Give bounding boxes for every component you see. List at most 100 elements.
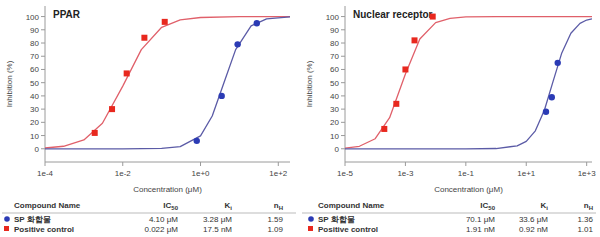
data-point [549,94,555,100]
table-cell: 1.91 nM [466,225,495,234]
table-cell: 70.1 μM [466,215,495,224]
compound-name: Positive control [14,225,74,234]
header-subscript: 50 [488,205,495,211]
table-cell: 33.6 μM [519,215,548,224]
chart: 01020304050607080901001e-41e-21e+01e+2In… [2,6,296,234]
x-tick [345,162,346,166]
y-tick [41,135,45,136]
figure: 01020304050607080901001e-41e-21e+01e+2In… [0,0,600,237]
fit-curve [45,17,290,149]
table-cell: 0.92 nM [519,225,548,234]
data-point [543,109,549,115]
x-tick-label: 1e-4 [37,169,54,178]
y-tick-label: 100 [326,13,340,22]
table-header: nH [584,201,593,211]
y-tick-label: 0 [35,145,40,154]
x-axis [45,162,290,163]
y-tick [41,16,45,17]
compound-name: Positive control [318,225,378,234]
data-point [393,101,399,107]
legend-marker [308,216,314,222]
y-tick-label: 80 [330,39,339,48]
x-tick-label: 1e-5 [337,169,354,178]
y-tick [341,29,345,30]
data-point [162,19,168,25]
x-tick [200,162,201,166]
x-axis-label: Concentration (μM) [133,185,202,194]
legend-marker [4,216,10,222]
fit-curve [345,17,592,149]
y-tick [341,109,345,110]
y-tick [41,29,45,30]
table-header: IC50 [163,201,178,211]
table-header: Compound Name [318,201,385,210]
table-header: Compound Name [14,201,81,210]
y-tick-label: 60 [30,65,39,74]
y-axis-label: Inhibition (%) [305,60,314,107]
plot-area [345,14,592,149]
y-tick-label: 40 [30,92,39,101]
header-subscript: H [279,205,283,211]
y-tick-label: 80 [30,39,39,48]
fit-curve [345,19,592,149]
x-tick [465,162,466,166]
table-cell: 1.36 [577,215,593,224]
y-tick-label: 70 [30,52,39,61]
y-tick [341,43,345,44]
header-subscript: i [546,205,548,211]
fit-curve [45,17,290,148]
compound-name: SP 화합물 [14,215,51,224]
x-tick [526,162,527,166]
x-tick [405,162,406,166]
plot-area [45,17,290,149]
y-tick-label: 70 [330,52,339,61]
data-point [402,66,408,72]
table-cell: 3.28 μM [203,215,232,224]
x-tick-label: 1e+1 [517,169,536,178]
chart-title: Nuclear receptor [353,9,433,20]
header-subscript: i [230,205,232,211]
y-tick [341,56,345,57]
table-cell: 4.10 μM [149,215,178,224]
table-cell: 1.59 [267,215,283,224]
y-tick-label: 90 [330,26,339,35]
data-point [234,41,240,47]
chart: 01020304050607080901001e-51e-31e-11e+11e… [302,6,596,234]
y-tick-label: 60 [330,65,339,74]
x-tick-label: 1e-1 [458,169,475,178]
result-table: Compound NameIC50KinHSP 화합물70.1 μM33.6 μ… [302,201,596,234]
table-cell: 0.022 μM [144,225,178,234]
table-cell: 17.5 nM [203,225,232,234]
y-tick-label: 50 [30,79,39,88]
y-tick [41,122,45,123]
y-tick [41,82,45,83]
y-tick [341,82,345,83]
table-cell: 1.01 [577,225,593,234]
legend-marker [308,226,313,231]
x-tick-label: 1e-3 [397,169,414,178]
data-point [254,20,260,26]
x-tick-label: 1e+0 [192,169,211,178]
data-point [430,14,436,20]
y-tick-label: 20 [30,118,39,127]
result-table: Compound NameIC50KinHSP 화합물4.10 μM3.28 μ… [2,201,296,234]
x-axis-label: Concentration (μM) [434,185,503,194]
table-rule [2,213,296,214]
data-point [141,35,147,41]
x-tick-label: 1e+2 [269,169,288,178]
y-tick-label: 40 [330,92,339,101]
data-point [109,106,115,112]
y-tick-label: 30 [30,105,39,114]
y-tick-label: 90 [30,26,39,35]
table-header: Ki [541,201,549,211]
data-point [194,138,200,144]
header-text: IC [480,201,488,210]
chart-title: PPAR [53,9,81,20]
x-tick [45,162,46,166]
y-tick [341,16,345,17]
y-tick-label: 100 [26,13,40,22]
y-tick [41,95,45,96]
y-tick [341,95,345,96]
table-header: IC50 [480,201,495,211]
x-tick-label: 1e-2 [115,169,132,178]
